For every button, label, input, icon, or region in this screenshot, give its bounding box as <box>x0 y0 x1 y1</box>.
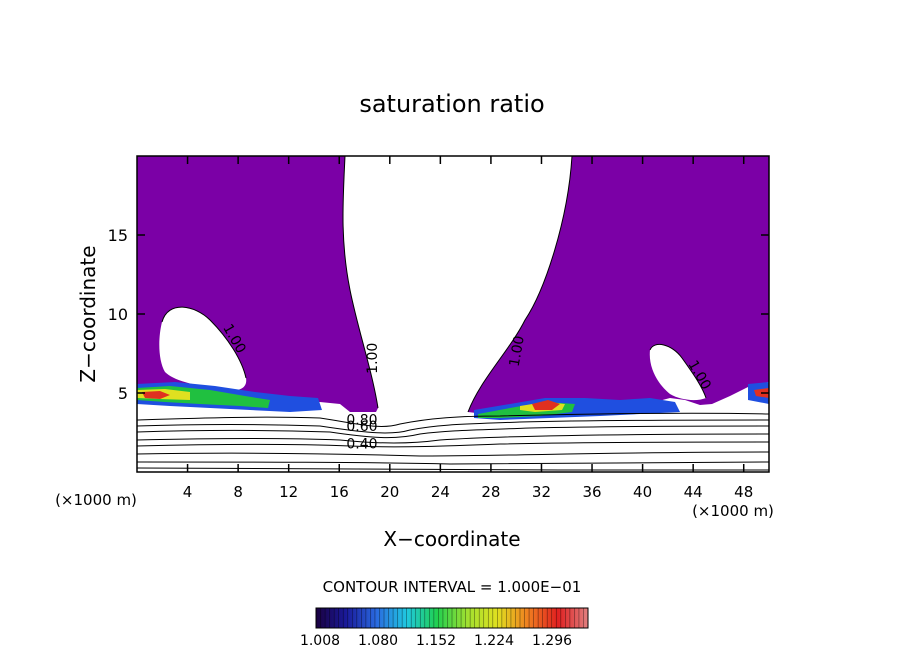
x-tick-label: 28 <box>481 483 500 501</box>
colorbar-label: 1.008 <box>300 633 340 649</box>
x-unit-right: (×1000 m) <box>692 502 774 520</box>
x-tick-label: 8 <box>233 483 243 501</box>
contour-interval: CONTOUR INTERVAL = 1.000E−01 <box>323 578 582 596</box>
colorbar-labels: 1.008 1.080 1.152 1.224 1.296 <box>300 633 572 649</box>
x-unit-left: (×1000 m) <box>55 491 137 509</box>
contour-label: 0.80 <box>346 413 377 429</box>
y-tick-label: 5 <box>118 384 128 403</box>
colorbar-label: 1.080 <box>358 633 398 649</box>
y-tick-label: 15 <box>108 226 128 245</box>
colorbar-label: 1.152 <box>416 633 456 649</box>
colorbar-label: 1.296 <box>532 633 572 649</box>
x-tick-label: 36 <box>582 483 601 501</box>
colorbar-label: 1.224 <box>474 633 514 649</box>
y-axis: 5 10 15 <box>108 226 769 403</box>
x-tick-label: 20 <box>380 483 399 501</box>
cloud-band-right <box>474 382 769 420</box>
x-tick-label: 32 <box>532 483 551 501</box>
y-axis-label: Z−coordinate <box>76 245 100 382</box>
x-axis-label: X−coordinate <box>383 527 520 551</box>
x-tick-label: 40 <box>633 483 652 501</box>
subsaturated-pocket-right <box>649 344 706 401</box>
colorbar-ticks <box>320 608 584 628</box>
x-tick-label: 4 <box>183 483 193 501</box>
x-tick-label: 44 <box>684 483 703 501</box>
y-tick-label: 10 <box>108 305 128 324</box>
x-tick-label: 12 <box>279 483 298 501</box>
contour-label: 0.40 <box>346 436 377 452</box>
x-tick-label: 16 <box>330 483 349 501</box>
cloud-band-left <box>137 382 322 412</box>
x-tick-label: 24 <box>431 483 450 501</box>
supersaturated-region <box>137 156 769 416</box>
subsaturated-pocket-left <box>159 307 247 391</box>
colorbar: 1.008 1.080 1.152 1.224 1.296 <box>300 607 589 649</box>
contour-lines <box>137 156 769 471</box>
x-axis: 4 8 12 16 20 24 28 32 36 40 44 48 <box>183 156 753 501</box>
contour-label: 1.00 <box>365 343 381 374</box>
plot-area: 1.001.00 1.001.000.800.600.40 <box>137 156 769 472</box>
contour-label: 1.00 <box>507 334 528 367</box>
contour-label: 0.60 <box>346 419 377 435</box>
chart-title: saturation ratio <box>359 90 544 118</box>
x-tick-label: 48 <box>734 483 753 501</box>
